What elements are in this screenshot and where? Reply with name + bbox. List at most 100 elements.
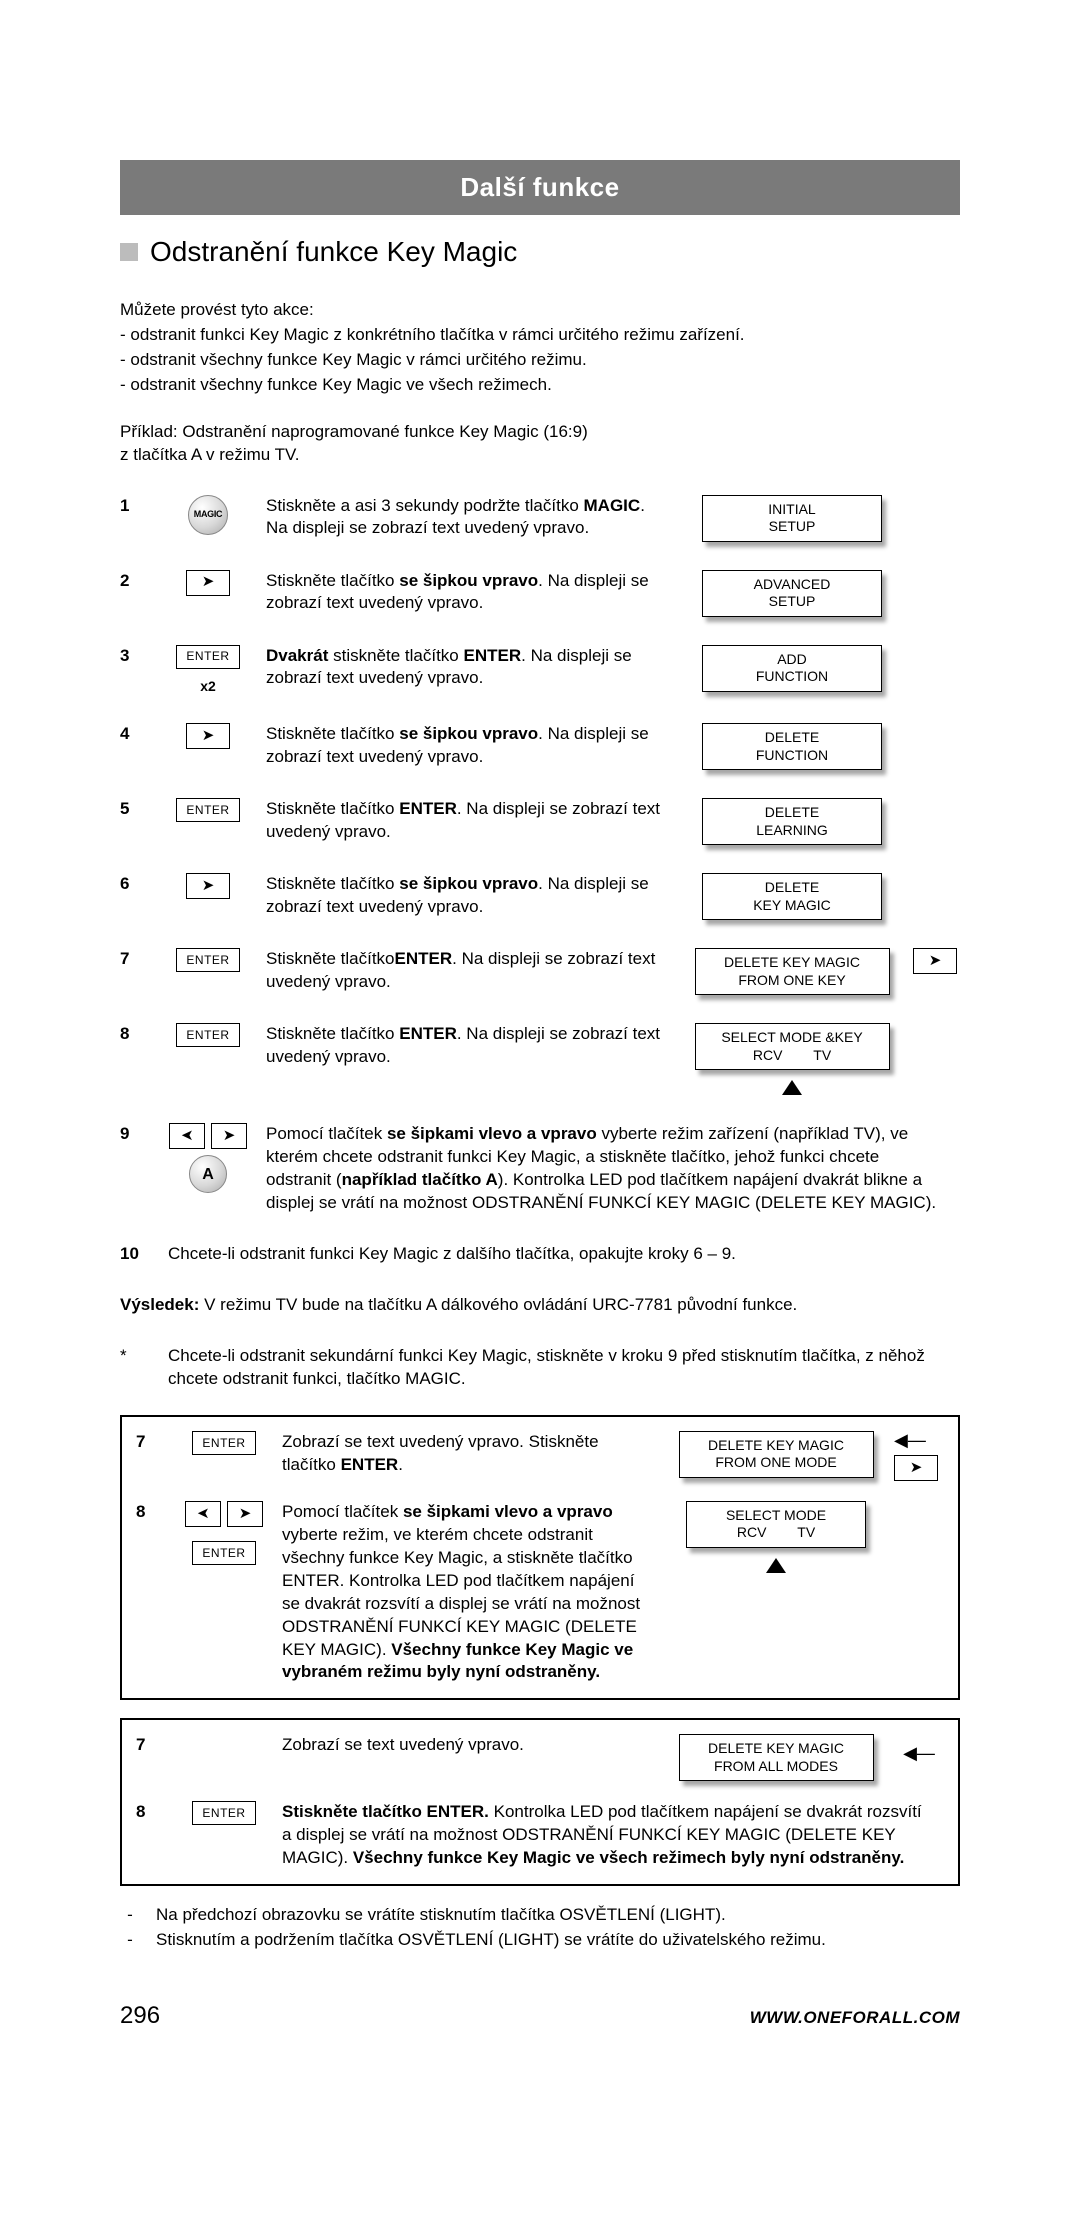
dash: - (120, 1904, 140, 1927)
example-l1: Příklad: Odstranění naprogramované funkc… (120, 421, 960, 444)
intro-b1: - odstranit funkci Key Magic z konkrétní… (120, 324, 960, 347)
step-7: 7 ENTER Stiskněte tlačítkoENTER. Na disp… (120, 948, 960, 995)
website-url: WWW.ONEFORALL.COM (750, 2007, 960, 2030)
display-box: ADDFUNCTION (702, 645, 882, 692)
intro-b3: - odstranit všechny funkce Key Magic ve … (120, 374, 960, 397)
intro-b2: - odstranit všechny funkce Key Magic v r… (120, 349, 960, 372)
step-num: 4 (120, 723, 150, 746)
display-box: DELETE KEY MAGICFROM ALL MODES (679, 1734, 874, 1781)
footer-note-2: Stisknutím a podržením tlačítka OSVĚTLEN… (156, 1929, 826, 1952)
enter-icon: ENTER (192, 1801, 256, 1825)
display-box: DELETEKEY MAGIC (702, 873, 882, 920)
arrow-right-icon: ➤ (227, 1501, 263, 1527)
intro-block: Můžete provést tyto akce: - odstranit fu… (120, 299, 960, 397)
arrow-left-connector-icon: ◀— (903, 1744, 935, 1762)
display-box: ADVANCEDSETUP (702, 570, 882, 617)
step-5: 5 ENTER Stiskněte tlačítko ENTER. Na dis… (120, 798, 960, 845)
footer-note-1: Na předchozí obrazovku se vrátíte stiskn… (156, 1904, 726, 1927)
step-num: 3 (120, 645, 150, 668)
step-num: 8 (136, 1801, 166, 1824)
footer-notes: -Na předchozí obrazovku se vrátíte stisk… (120, 1904, 960, 1952)
magic-icon: MAGIC (188, 495, 228, 535)
box2-step7: 7 Zobrazí se text uvedený vpravo. DELETE… (136, 1734, 944, 1781)
section-title: Odstranění funkce Key Magic (120, 233, 960, 271)
step-num: 7 (136, 1734, 166, 1757)
step-text: Dvakrát stiskněte tlačítko ENTER. Na dis… (266, 645, 674, 691)
step-text: Zobrazí se text uvedený vpravo. Stisknět… (282, 1431, 658, 1477)
arrow-left-connector-icon: ◀— (894, 1431, 926, 1449)
header-bar: Další funkce (120, 160, 960, 215)
step-text: Stiskněte tlačítko ENTER. Na displeji se… (266, 798, 674, 844)
dash: - (120, 1929, 140, 1952)
page-footer: 296 WWW.ONEFORALL.COM (120, 2000, 960, 2032)
enter-icon: ENTER (176, 798, 240, 822)
enter-icon: ENTER (176, 948, 240, 972)
step-num: 7 (120, 948, 150, 971)
step-num: 8 (136, 1501, 166, 1524)
step-num: 1 (120, 495, 150, 518)
step-text: Stiskněte tlačítkoENTER. Na displeji se … (266, 948, 674, 994)
arrow-right-icon: ➤ (186, 570, 230, 596)
step-9: 9 ➤ ➤ A Pomocí tlačítek se šipkami vlevo… (120, 1123, 960, 1215)
step-num: 10 (120, 1243, 150, 1266)
step-num: 6 (120, 873, 150, 896)
step-num: 5 (120, 798, 150, 821)
step-num: 8 (120, 1023, 150, 1046)
step-text: Stiskněte tlačítko se šipkou vpravo. Na … (266, 570, 674, 616)
step-num: 7 (136, 1431, 166, 1454)
note-block: * Chcete-li odstranit sekundární funkci … (120, 1345, 960, 1391)
step-2: 2 ➤ Stiskněte tlačítko se šipkou vpravo.… (120, 570, 960, 617)
enter-icon: ENTER (192, 1541, 256, 1565)
a-button-icon: A (189, 1155, 227, 1193)
step-text: Stiskněte tlačítko se šipkou vpravo. Na … (266, 723, 674, 769)
enter-icon: ENTER (176, 645, 240, 669)
enter-icon: ENTER (176, 1023, 240, 1047)
arrow-right-icon: ➤ (186, 873, 230, 899)
boxed-section-2: 7 Zobrazí se text uvedený vpravo. DELETE… (120, 1718, 960, 1886)
example-l2: z tlačítka A v režimu TV. (120, 444, 960, 467)
step-4: 4 ➤ Stiskněte tlačítko se šipkou vpravo.… (120, 723, 960, 770)
box1-step8: 8 ➤ ➤ ENTER Pomocí tlačítek se šipkami v… (136, 1501, 944, 1685)
arrow-right-icon: ➤ (211, 1123, 247, 1149)
step-num: 2 (120, 570, 150, 593)
example-block: Příklad: Odstranění naprogramované funkc… (120, 421, 960, 467)
display-box: SELECT MODE &KEY RCV TV (695, 1023, 890, 1070)
x2-label: x2 (200, 677, 216, 696)
arrow-left-icon: ➤ (169, 1123, 205, 1149)
display-box: DELETELEARNING (702, 798, 882, 845)
enter-icon: ENTER (192, 1431, 256, 1455)
step-text: Pomocí tlačítek se šipkami vlevo a vprav… (282, 1501, 658, 1685)
display-box: DELETEFUNCTION (702, 723, 882, 770)
boxed-section-1: 7 ENTER Zobrazí se text uvedený vpravo. … (120, 1415, 960, 1701)
step-6: 6 ➤ Stiskněte tlačítko se šipkou vpravo.… (120, 873, 960, 920)
arrow-right-icon: ➤ (186, 723, 230, 749)
step-1: 1 MAGIC Stiskněte a asi 3 sekundy podržt… (120, 495, 960, 542)
triangle-up-icon (782, 1080, 802, 1095)
arrow-right-icon: ➤ (913, 948, 957, 974)
step-text: Pomocí tlačítek se šipkami vlevo a vprav… (266, 1123, 960, 1215)
arrow-left-icon: ➤ (185, 1501, 221, 1527)
triangle-up-icon (766, 1558, 786, 1573)
page-number: 296 (120, 2000, 160, 2032)
display-box: DELETE KEY MAGICFROM ONE MODE (679, 1431, 874, 1478)
arrow-right-icon: ➤ (894, 1455, 938, 1481)
box2-step8: 8 ENTER Stiskněte tlačítko ENTER. Kontro… (136, 1801, 944, 1870)
step-num: 9 (120, 1123, 150, 1146)
step-3: 3 ENTER x2 Dvakrát stiskněte tlačítko EN… (120, 645, 960, 696)
asterisk: * (120, 1345, 150, 1391)
display-box: SELECT MODE RCV TV (686, 1501, 866, 1548)
step-8: 8 ENTER Stiskněte tlačítko ENTER. Na dis… (120, 1023, 960, 1095)
note-text: Chcete-li odstranit sekundární funkci Ke… (168, 1345, 960, 1391)
intro-lead: Můžete provést tyto akce: (120, 299, 960, 322)
step-text: Stiskněte a asi 3 sekundy podržte tlačít… (266, 495, 674, 541)
step-10: 10 Chcete-li odstranit funkci Key Magic … (120, 1243, 960, 1266)
box1-step7: 7 ENTER Zobrazí se text uvedený vpravo. … (136, 1431, 944, 1481)
display-box: DELETE KEY MAGICFROM ONE KEY (695, 948, 890, 995)
result-block: Výsledek: V režimu TV bude na tlačítku A… (120, 1294, 960, 1317)
step-text: Chcete-li odstranit funkci Key Magic z d… (168, 1243, 960, 1266)
step-text: Stiskněte tlačítko ENTER. Kontrolka LED … (282, 1801, 944, 1870)
step-text: Zobrazí se text uvedený vpravo. (282, 1734, 658, 1757)
display-box: INITIAL SETUP (702, 495, 882, 542)
step-text: Stiskněte tlačítko ENTER. Na displeji se… (266, 1023, 674, 1069)
step-text: Stiskněte tlačítko se šipkou vpravo. Na … (266, 873, 674, 919)
